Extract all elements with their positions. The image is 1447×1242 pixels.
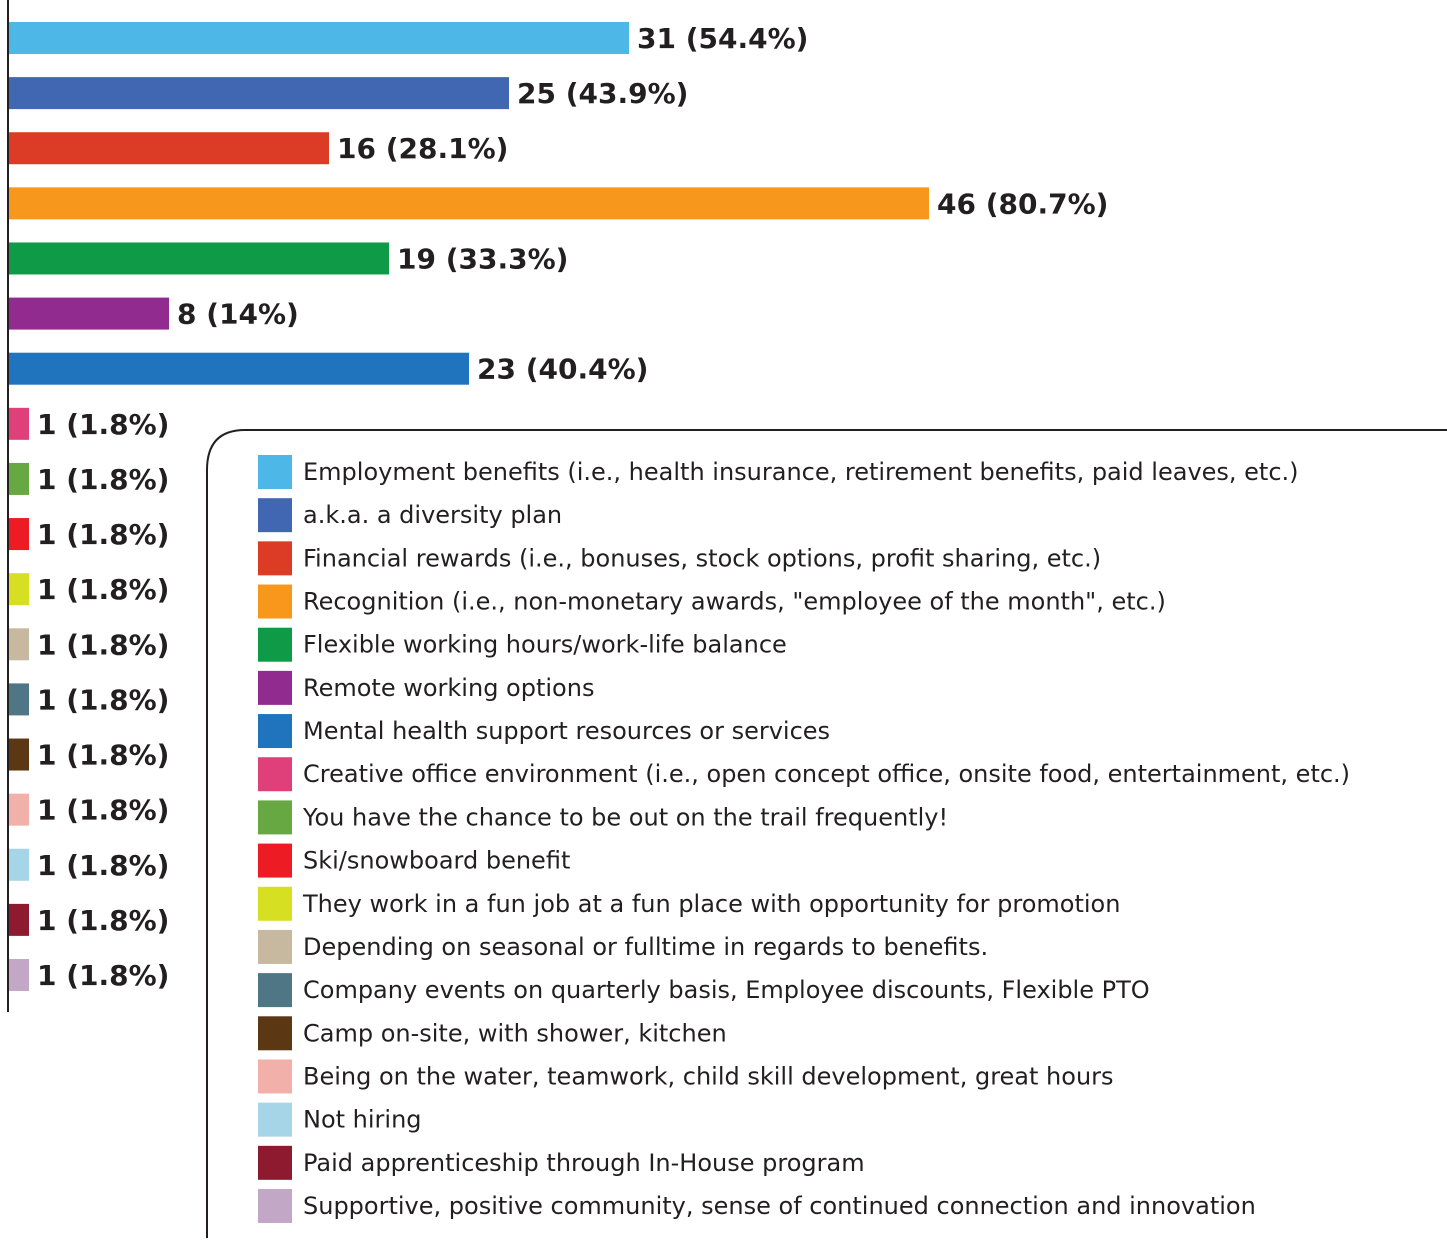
legend-label: You have the chance to be out on the tra… (302, 803, 948, 831)
legend-label: Employment benefits (i.e., health insura… (303, 458, 1299, 486)
bar (9, 22, 629, 54)
legend-label: Flexible working hours/work-life balance (303, 631, 787, 659)
bar (9, 242, 389, 275)
value-label: 1 (1.8%) (37, 518, 169, 551)
bar (9, 903, 29, 936)
legend-swatch (258, 929, 292, 964)
legend-swatch (258, 800, 292, 835)
legend-swatch (258, 455, 292, 489)
value-label: 16 (28.1%) (337, 132, 508, 165)
bar (9, 848, 29, 881)
legend-label: Financial rewards (i.e., bonuses, stock … (303, 544, 1101, 572)
value-label: 1 (1.8%) (37, 573, 169, 606)
bar (9, 77, 509, 110)
legend-swatch (258, 886, 292, 921)
legend-swatch (258, 843, 292, 878)
value-label: 1 (1.8%) (37, 849, 169, 882)
legend-swatch (258, 498, 292, 533)
legend-label: Depending on seasonal or fulltime in reg… (303, 933, 988, 961)
bar (9, 132, 329, 165)
legend-swatch (258, 1145, 292, 1180)
value-label: 1 (1.8%) (37, 739, 169, 772)
legend-box (206, 429, 1447, 1238)
legend-label: Being on the water, teamwork, child skil… (303, 1062, 1114, 1090)
legend-label: Supportive, positive community, sense of… (303, 1192, 1256, 1220)
legend-swatch (258, 541, 292, 576)
legend-label: Camp on-site, with shower, kitchen (303, 1019, 727, 1047)
value-label: 1 (1.8%) (37, 904, 169, 937)
value-label: 25 (43.9%) (517, 77, 688, 110)
legend-swatch (258, 1189, 292, 1223)
legend-label: Mental health support resources or servi… (303, 717, 830, 745)
bar (9, 573, 29, 606)
value-label: 1 (1.8%) (37, 408, 169, 441)
bar (9, 518, 29, 551)
bar (9, 959, 29, 991)
legend-label: They work in a fun job at a fun place wi… (302, 890, 1120, 918)
bar (9, 187, 929, 220)
legend-label: Creative office environment (i.e., open … (303, 760, 1350, 788)
value-label: 19 (33.3%) (397, 242, 568, 275)
legend-swatch (258, 584, 292, 619)
bar (9, 297, 169, 330)
legend-label: Ski/snowboard benefit (303, 847, 570, 875)
value-label: 1 (1.8%) (37, 959, 169, 992)
value-label: 8 (14%) (177, 298, 299, 331)
legend-label: Remote working options (303, 674, 594, 702)
value-label: 23 (40.4%) (477, 353, 648, 386)
legend-label: Paid apprenticeship through In-House pro… (303, 1149, 865, 1177)
legend-swatch (258, 757, 292, 792)
bar (9, 793, 29, 826)
bar (9, 407, 29, 440)
value-label: 1 (1.8%) (37, 794, 169, 827)
bar (9, 462, 29, 495)
value-label: 1 (1.8%) (37, 463, 169, 496)
bar (9, 738, 29, 771)
legend-label: Recognition (i.e., non-monetary awards, … (303, 588, 1166, 616)
value-label: 1 (1.8%) (37, 683, 169, 716)
legend-label: a.k.a. a diversity plan (303, 501, 562, 529)
legend-swatch (258, 973, 292, 1008)
value-label: 1 (1.8%) (37, 628, 169, 661)
value-label: 31 (54.4%) (637, 22, 808, 55)
legend-swatch (258, 670, 292, 705)
legend-swatch (258, 1016, 292, 1051)
bar (9, 628, 29, 661)
bar (9, 683, 29, 716)
legend-swatch (258, 1102, 292, 1137)
legend-label: Not hiring (303, 1106, 422, 1134)
legend-label: Company events on quarterly basis, Emplo… (303, 976, 1150, 1004)
bar (9, 352, 469, 385)
value-label: 46 (80.7%) (937, 187, 1108, 220)
legend-swatch (258, 627, 292, 662)
legend-swatch (258, 714, 292, 749)
legend-swatch (258, 1059, 292, 1094)
